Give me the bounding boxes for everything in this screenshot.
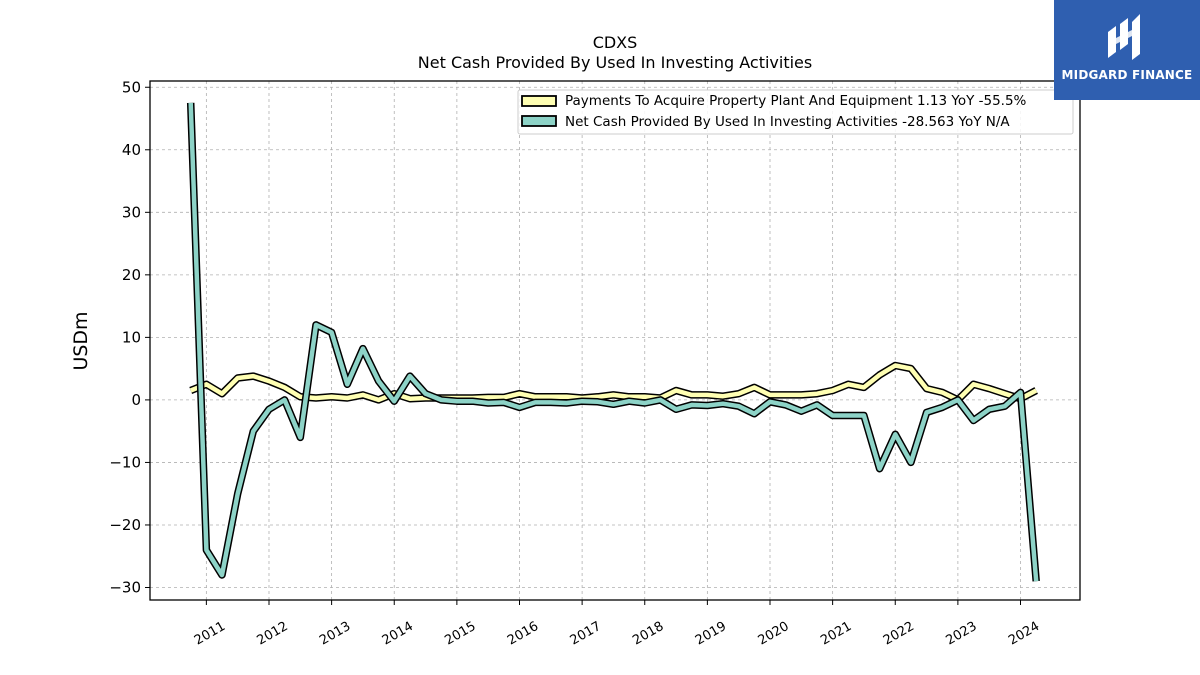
x-tick-label: 2017 [568,619,604,649]
legend-label-net-cash: Net Cash Provided By Used In Investing A… [565,114,1010,130]
series-line-0 [189,363,1038,403]
x-tick-label: 2014 [380,619,416,649]
series-line-1 [188,102,1039,582]
legend-swatch-payments [521,95,557,107]
legend-frame [517,89,1074,135]
y-tick-label: 30 [122,203,141,221]
legend-swatch-net-cash [521,115,557,127]
x-tick-label: 2015 [442,619,478,649]
x-axis: 2011 2012 2013 2014 2015 2016 2017 2018 2019 2020… [192,600,1042,648]
midgard-finance-logo: MIDGARD FINANCE [1054,0,1200,100]
x-tick-label: 2021 [818,619,854,649]
y-axis-label: USDm [70,311,92,370]
x-tick-label: 2019 [693,619,729,649]
series-outline-1 [186,102,1040,582]
x-tick-label: 2022 [881,619,917,649]
plot-frame [149,80,1081,601]
y-tick-label: −20 [109,516,141,534]
chart-title: CDXS [593,33,638,52]
y-tick-label: 50 [122,78,141,96]
y-tick-label: −30 [109,578,141,596]
x-tick-label: 2011 [192,619,228,649]
y-axis: 50 40 30 20 10 0 −10 −20 −30 [109,78,150,596]
x-tick-label: 2020 [756,619,792,649]
x-tick-label: 2024 [1006,619,1042,649]
y-tick-label: 0 [131,391,141,409]
legend-label-payments: Payments To Acquire Property Plant And E… [565,93,1027,109]
y-tick-label: 10 [122,328,141,346]
series-lines [186,102,1040,582]
x-tick-label: 2013 [317,619,353,649]
y-tick-label: 20 [122,266,141,284]
chart-subtitle: Net Cash Provided By Used In Investing A… [418,53,812,72]
logo-text: MIDGARD FINANCE [1061,68,1193,82]
x-tick-label: 2016 [505,619,541,649]
legend: Payments To Acquire Property Plant And E… [517,89,1074,135]
y-tick-label: 40 [122,141,141,159]
grid [150,81,1080,600]
x-tick-label: 2023 [943,619,979,649]
x-tick-label: 2018 [630,619,666,649]
y-tick-label: −10 [109,453,141,471]
x-tick-label: 2012 [255,619,291,649]
midgard-logo-icon [1108,14,1140,60]
